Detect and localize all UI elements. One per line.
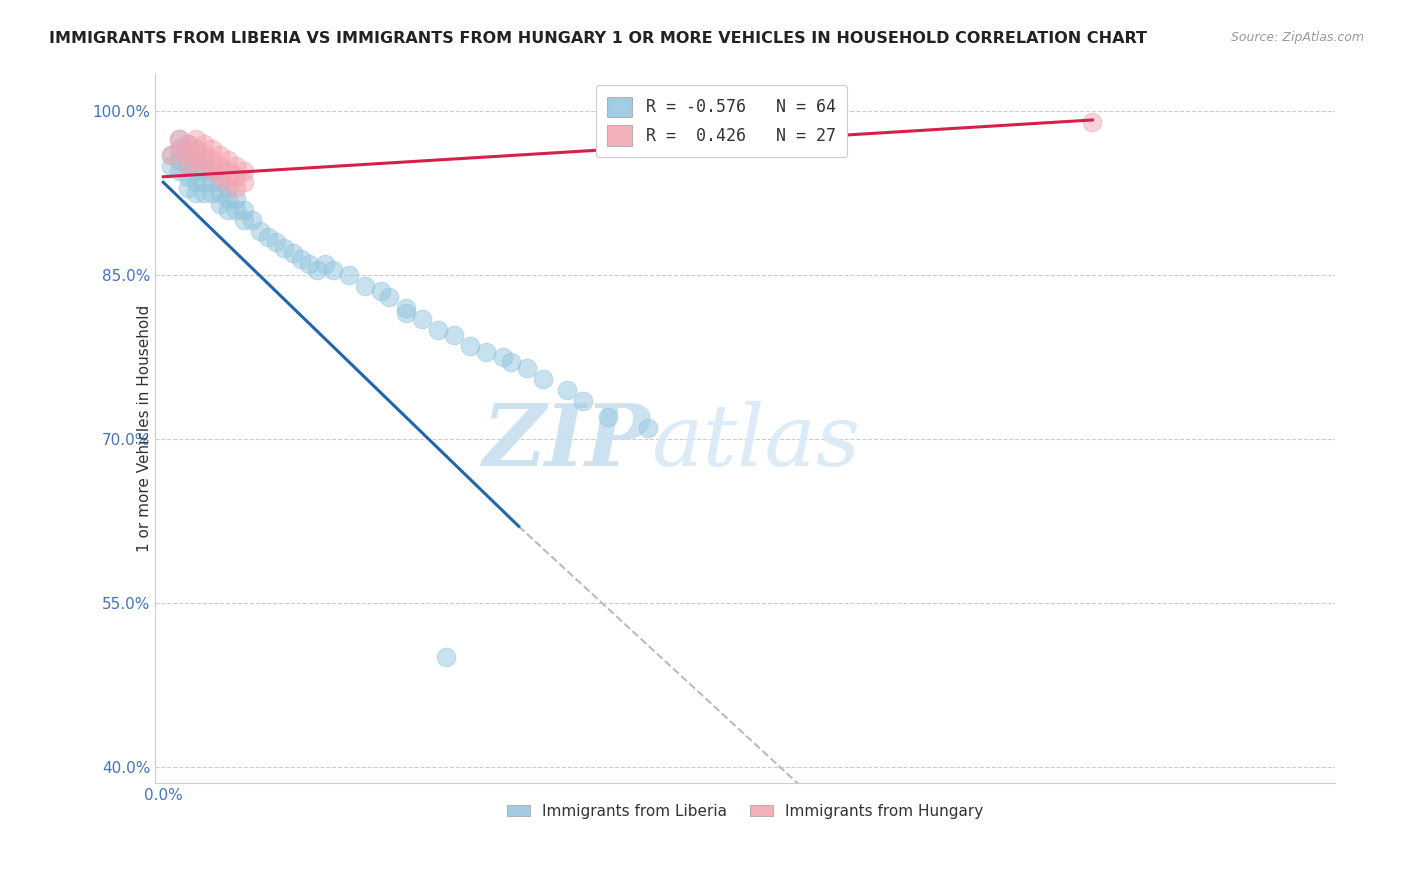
Point [337,268,360,282]
Point [475,344,498,359]
Point [395,301,418,315]
Point [225,180,247,194]
Point [169,153,191,168]
Point [217,153,239,168]
Point [555,383,578,397]
Point [273,241,295,255]
Point [233,164,256,178]
Y-axis label: 1 or more Vehicles in Household: 1 or more Vehicles in Household [136,304,152,551]
Point [378,290,401,304]
Legend: Immigrants from Liberia, Immigrants from Hungary: Immigrants from Liberia, Immigrants from… [501,797,990,825]
Point [176,136,198,151]
Point [314,257,336,271]
Point [370,285,392,299]
Point [201,175,224,189]
Point [443,328,465,343]
Point [193,159,215,173]
Point [491,350,513,364]
Point [240,213,263,227]
Point [176,136,198,151]
Point [184,164,207,178]
Point [208,186,231,201]
Point [160,159,183,173]
Point [193,186,215,201]
Point [176,159,198,173]
Point [184,175,207,189]
Point [193,136,215,151]
Point [217,192,239,206]
Text: ZIP: ZIP [482,401,651,484]
Point [290,252,312,266]
Point [1081,115,1104,129]
Point [426,323,449,337]
Point [322,262,344,277]
Point [217,202,239,217]
Point [201,153,224,168]
Point [305,262,328,277]
Point [516,360,538,375]
Point [225,159,247,173]
Point [176,159,198,173]
Point [201,164,224,178]
Point [169,131,191,145]
Point [233,202,256,217]
Text: IMMIGRANTS FROM LIBERIA VS IMMIGRANTS FROM HUNGARY 1 OR MORE VEHICLES IN HOUSEHO: IMMIGRANTS FROM LIBERIA VS IMMIGRANTS FR… [49,31,1147,46]
Point [184,131,207,145]
Point [217,175,239,189]
Point [411,311,433,326]
Point [499,355,522,369]
Point [225,202,247,217]
Point [281,246,304,260]
Point [233,175,256,189]
Point [193,175,215,189]
Point [208,175,231,189]
Point [176,148,198,162]
Point [257,230,280,244]
Point [184,153,207,168]
Point [208,169,231,184]
Point [217,180,239,194]
Point [531,372,554,386]
Point [434,650,457,665]
Point [354,279,377,293]
Point [176,169,198,184]
Point [217,164,239,178]
Point [169,143,191,157]
Point [169,143,191,157]
Point [458,339,481,353]
Point [225,169,247,184]
Point [184,186,207,201]
Point [208,197,231,211]
Point [176,180,198,194]
Point [572,393,595,408]
Point [201,186,224,201]
Point [193,164,215,178]
Point [298,257,321,271]
Point [225,192,247,206]
Point [637,421,659,435]
Point [201,143,224,157]
Point [266,235,288,250]
Point [596,410,619,425]
Point [249,224,271,238]
Point [208,148,231,162]
Point [176,148,198,162]
Point [208,159,231,173]
Point [184,143,207,157]
Point [184,143,207,157]
Point [160,148,183,162]
Text: Source: ZipAtlas.com: Source: ZipAtlas.com [1230,31,1364,45]
Point [169,164,191,178]
Point [395,306,418,320]
Point [233,213,256,227]
Point [160,148,183,162]
Point [193,153,215,168]
Text: atlas: atlas [651,401,859,483]
Point [169,131,191,145]
Point [184,153,207,168]
Point [193,148,215,162]
Point [201,164,224,178]
